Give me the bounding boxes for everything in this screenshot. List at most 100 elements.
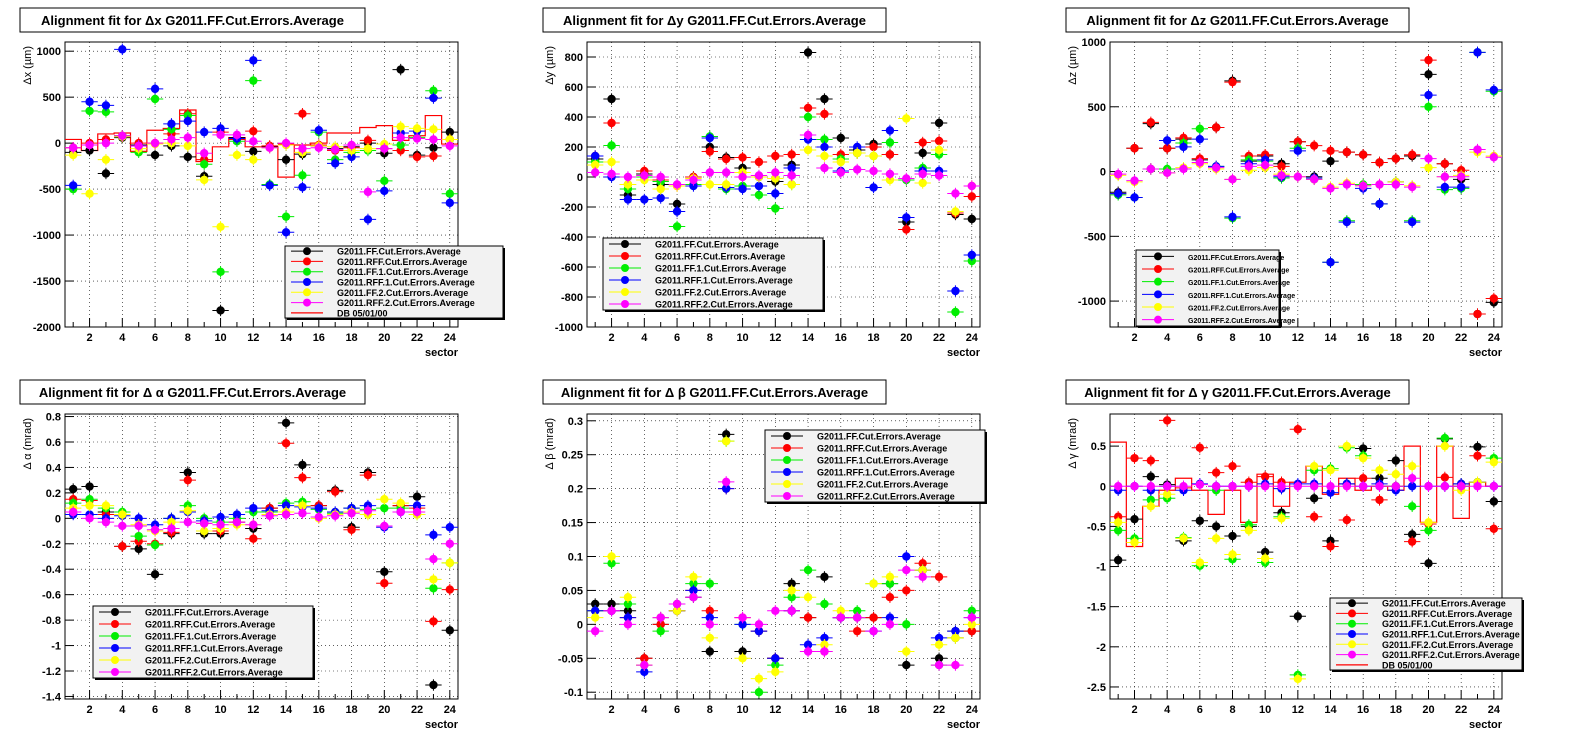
data-point	[701, 618, 718, 631]
marker	[380, 144, 389, 153]
marker	[1130, 193, 1139, 202]
data-point	[1208, 480, 1225, 492]
data-point	[652, 183, 669, 195]
marker	[1326, 482, 1335, 491]
marker	[1277, 162, 1286, 171]
marker	[705, 647, 715, 656]
marker	[1424, 518, 1433, 527]
data-point	[799, 564, 817, 576]
data-point	[685, 584, 702, 597]
marker	[396, 140, 405, 150]
marker	[934, 136, 944, 146]
data-point	[799, 46, 817, 59]
marker	[1391, 456, 1401, 465]
marker	[118, 542, 127, 551]
marker	[118, 521, 127, 531]
marker	[396, 498, 405, 508]
data-point	[1453, 480, 1470, 492]
data-point	[1355, 180, 1372, 192]
data-point	[603, 93, 620, 105]
y-tick-label: 500	[43, 92, 61, 104]
marker	[1473, 145, 1482, 154]
data-point	[1485, 480, 1502, 492]
marker	[1489, 457, 1499, 467]
data-point	[277, 153, 295, 166]
x-axis-label: sector	[425, 719, 459, 731]
marker	[1424, 559, 1433, 568]
marker	[429, 151, 438, 161]
marker	[298, 473, 307, 482]
data-point	[1469, 480, 1486, 492]
marker	[967, 606, 977, 615]
marker	[380, 567, 389, 576]
y-tick-label: 800	[565, 52, 583, 64]
marker	[199, 127, 209, 137]
data-point	[97, 167, 115, 180]
data-point	[1371, 156, 1388, 169]
legend-marker	[303, 247, 311, 256]
data-point	[767, 652, 784, 664]
marker	[249, 520, 258, 529]
marker	[1358, 453, 1368, 463]
x-axis-label: sector	[947, 719, 981, 731]
marker	[918, 169, 927, 179]
y-tick-label: 0	[1100, 481, 1106, 493]
data-layer	[587, 46, 980, 318]
series-6	[65, 504, 458, 565]
marker	[134, 544, 143, 554]
data-point	[277, 210, 295, 223]
data-point	[668, 198, 686, 210]
y-tick-label: 0	[577, 172, 583, 184]
marker	[232, 130, 242, 140]
data-point	[179, 466, 196, 479]
marker	[754, 674, 764, 683]
marker	[101, 101, 111, 110]
marker	[314, 512, 324, 522]
marker	[771, 660, 780, 670]
data-point	[1159, 414, 1176, 427]
data-point	[783, 584, 800, 597]
marker	[1293, 146, 1303, 156]
x-tick-label: 14	[802, 332, 815, 344]
marker	[1195, 480, 1205, 489]
marker	[150, 138, 160, 148]
legend-marker	[111, 668, 119, 676]
marker	[1489, 85, 1499, 95]
marker	[363, 215, 373, 224]
data-point	[783, 169, 800, 182]
data-point	[1208, 466, 1225, 479]
data-point	[146, 93, 164, 105]
data-point	[1289, 610, 1306, 623]
legend-marker	[621, 240, 629, 248]
data-point	[701, 178, 718, 191]
marker	[1179, 142, 1188, 152]
data-point	[376, 566, 393, 578]
data-point	[327, 143, 344, 156]
data-point	[1110, 168, 1127, 180]
x-tick-label: 16	[835, 332, 847, 344]
data-point	[930, 117, 948, 129]
x-tick-label: 8	[185, 704, 191, 716]
data-point	[376, 577, 393, 589]
marker	[1473, 48, 1482, 57]
marker	[249, 155, 258, 164]
marker	[1358, 181, 1368, 190]
marker	[771, 204, 780, 213]
marker	[1391, 154, 1401, 163]
chart-panel-6: 2 4 6 8 10 12 14 16 18 20 22 240.50-0.5-1-1.5-2-2.5…	[1065, 379, 1524, 731]
marker	[820, 572, 829, 582]
data-point	[1191, 442, 1208, 454]
x-tick-label: 20	[900, 332, 912, 344]
data-point	[1338, 146, 1355, 158]
legend: G2011.FF.Cut.Errors.Average G2011.RFF.Cut…	[764, 429, 987, 504]
marker	[803, 640, 813, 649]
marker	[68, 181, 78, 190]
title-box	[1065, 7, 1410, 33]
data-point	[1126, 191, 1143, 204]
y-tick-label: -1500	[33, 276, 61, 288]
marker	[150, 150, 160, 160]
marker	[118, 45, 127, 54]
data-point	[1306, 480, 1323, 492]
marker	[429, 554, 438, 564]
data-point	[1110, 524, 1127, 537]
